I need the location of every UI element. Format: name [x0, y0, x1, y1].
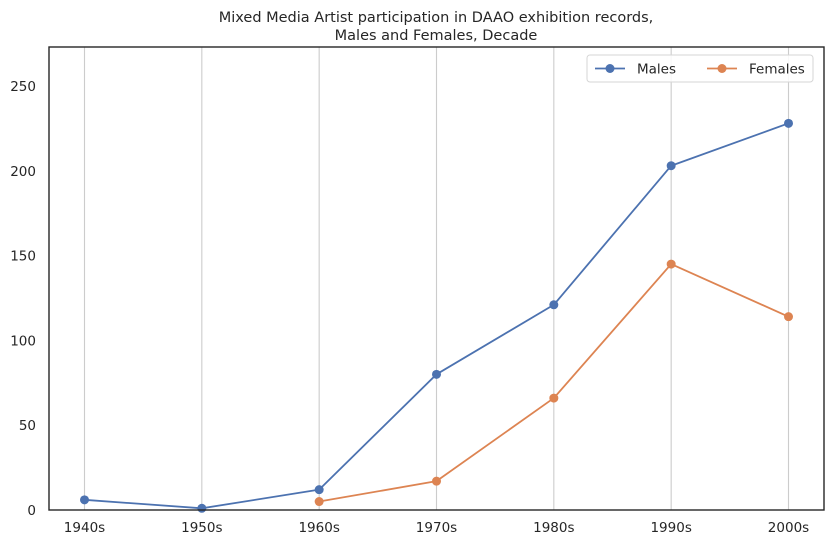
x-tick-label: 1950s	[181, 520, 222, 536]
x-tick-label: 1960s	[298, 520, 339, 536]
legend-marker-females	[717, 64, 727, 73]
legend-label-males: Males	[637, 62, 676, 78]
chart-title: Mixed Media Artist participation in DAAO…	[219, 10, 654, 26]
legend-box	[586, 54, 814, 83]
legend-label-females: Females	[749, 62, 805, 78]
legend-marker-males	[605, 64, 615, 73]
y-tick-label: 150	[10, 249, 36, 265]
y-tick-label: 50	[19, 418, 36, 434]
data-point-females	[314, 497, 324, 507]
data-point-males	[549, 300, 559, 310]
x-tick-label: 1980s	[533, 520, 574, 536]
data-point-males	[432, 369, 441, 379]
data-point-males	[314, 485, 324, 495]
data-point-males	[80, 495, 89, 505]
tick-layer: 1940s 1950s 1960s 1970s 1980s 1990s 2000s 0 50 10…	[10, 79, 809, 536]
y-tick-label: 100	[10, 333, 36, 349]
data-point-females	[549, 393, 559, 403]
x-tick-label: 2000s	[768, 520, 809, 536]
x-tick-label: 1990s	[650, 520, 691, 536]
grid-layer	[83, 47, 790, 510]
y-tick-label: 250	[10, 79, 36, 95]
plot-frame	[48, 46, 825, 511]
chart-subtitle: Males and Females, Decade	[335, 28, 538, 44]
x-tick-label: 1940s	[64, 520, 105, 536]
data-point-males	[197, 503, 207, 513]
data-point-females	[432, 476, 441, 486]
data-point-males	[784, 118, 793, 128]
y-tick-label: 0	[27, 503, 36, 519]
data-point-females	[784, 312, 793, 322]
x-tick-label: 1970s	[416, 520, 457, 536]
y-tick-label: 200	[10, 164, 36, 180]
legend: Males Females	[586, 54, 814, 83]
data-point-females	[666, 259, 676, 269]
data-point-males	[666, 161, 676, 171]
